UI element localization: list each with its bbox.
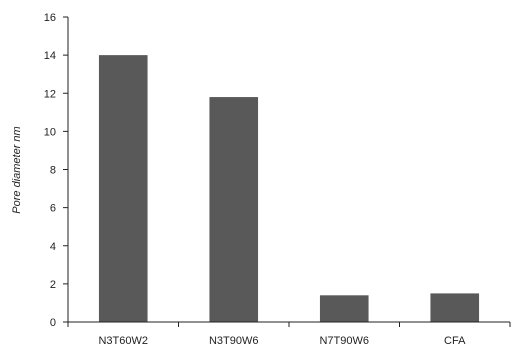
y-axis-label: Pore diameter nm	[11, 126, 23, 213]
y-tick-label: 10	[44, 126, 56, 138]
bar-n3t60w2	[98, 55, 148, 322]
y-tick-label: 16	[44, 12, 56, 24]
bars-group	[98, 55, 480, 322]
bar-cfa	[430, 293, 480, 322]
y-tick-label: 6	[50, 203, 56, 215]
y-tick-label: 2	[50, 279, 56, 291]
y-tick-label: 14	[44, 50, 56, 62]
bar-n7t90w6	[319, 295, 369, 322]
y-axis: 0 2 4 6 8 10 12 14 16	[44, 12, 69, 329]
bar-n3t90w6	[209, 97, 259, 322]
y-tick-label: 8	[50, 165, 56, 177]
x-tick-label: N7T90W6	[319, 335, 369, 347]
y-tick-label: 4	[50, 241, 56, 253]
x-tick-label: N3T90W6	[209, 335, 259, 347]
x-tick-label: CFA	[444, 335, 466, 347]
y-tick-label: 12	[44, 88, 56, 100]
y-tick-label: 0	[50, 317, 56, 329]
x-axis: N3T60W2 N3T90W6 N7T90W6 CFA	[67, 321, 511, 347]
x-tick-label: N3T60W2	[98, 335, 148, 347]
